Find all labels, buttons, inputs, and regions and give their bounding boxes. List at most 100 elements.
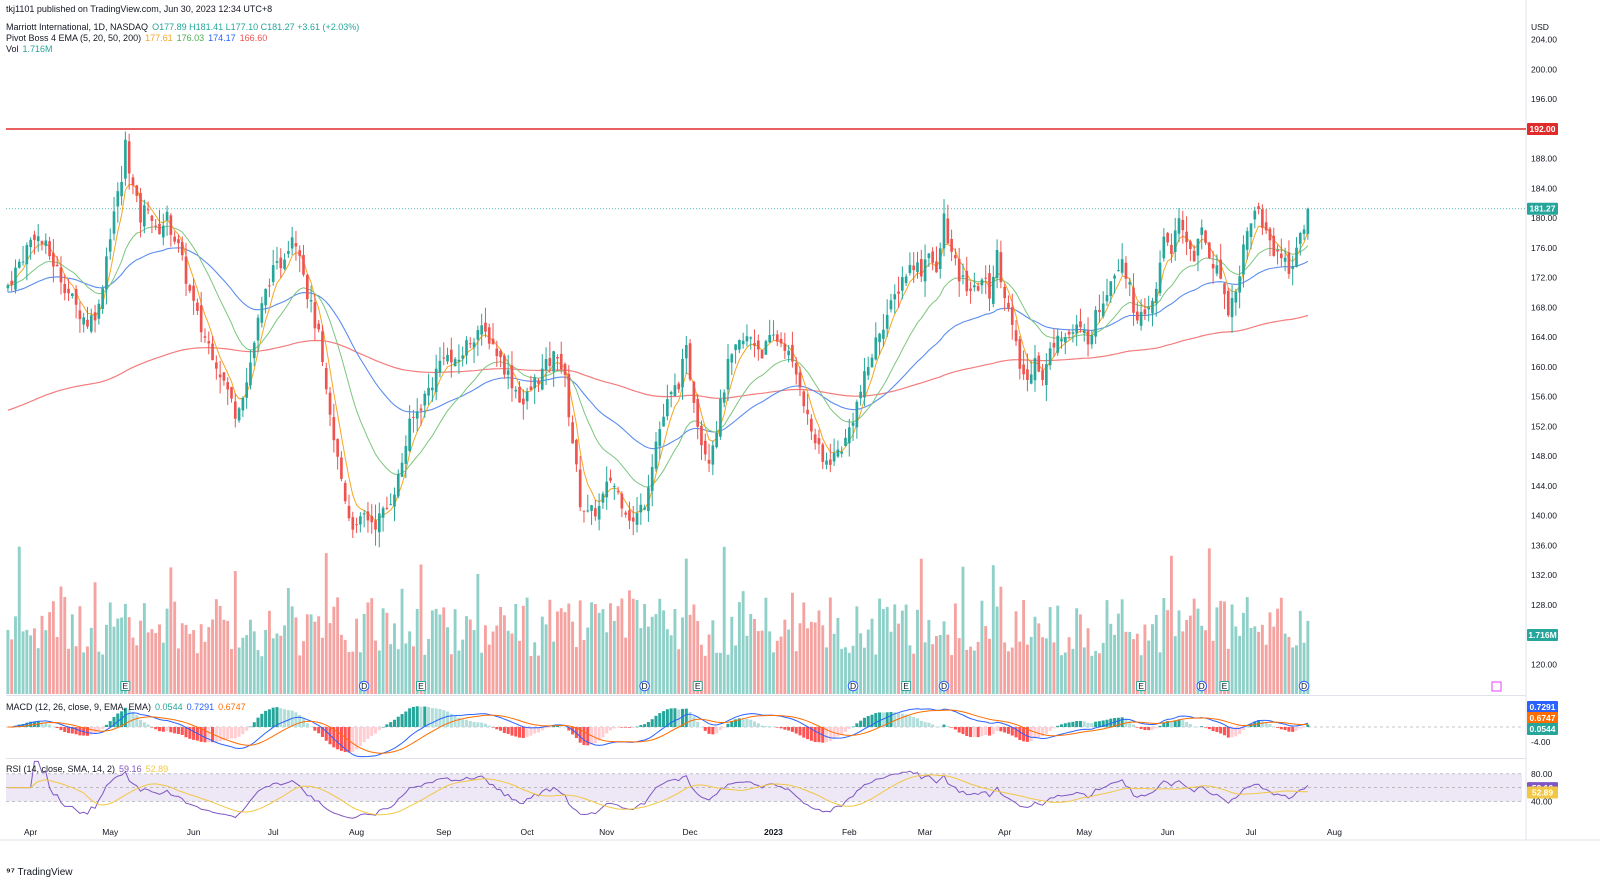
candle[interactable]: [533, 374, 537, 404]
candle[interactable]: [400, 453, 404, 477]
candle[interactable]: [124, 131, 127, 186]
candle[interactable]: [465, 336, 468, 365]
candle[interactable]: [423, 390, 427, 418]
candle[interactable]: [279, 248, 283, 278]
candle[interactable]: [108, 228, 112, 260]
candle[interactable]: [863, 357, 866, 407]
candle[interactable]: [635, 497, 639, 533]
candle[interactable]: [681, 348, 684, 400]
candle[interactable]: [764, 339, 768, 356]
candle[interactable]: [154, 219, 158, 231]
candle[interactable]: [453, 357, 457, 367]
candle[interactable]: [233, 393, 237, 428]
candle[interactable]: [726, 343, 730, 401]
candle[interactable]: [954, 248, 957, 266]
candle[interactable]: [643, 504, 646, 511]
candle[interactable]: [1253, 206, 1257, 229]
candle[interactable]: [696, 393, 700, 440]
candle[interactable]: [1033, 344, 1037, 392]
ema200-line[interactable]: [7, 314, 1309, 411]
candle[interactable]: [48, 236, 51, 261]
candle[interactable]: [6, 283, 10, 293]
candle[interactable]: [230, 386, 233, 403]
candle[interactable]: [1007, 295, 1010, 312]
candle[interactable]: [1287, 240, 1291, 279]
candle[interactable]: [1139, 299, 1143, 331]
candle[interactable]: [916, 251, 919, 279]
candle[interactable]: [628, 501, 631, 530]
candle[interactable]: [1003, 283, 1006, 311]
candle[interactable]: [408, 405, 411, 453]
candle[interactable]: [495, 340, 499, 367]
candle[interactable]: [919, 249, 923, 283]
rsi-line[interactable]: [7, 760, 1309, 819]
candle[interactable]: [139, 187, 142, 238]
candle[interactable]: [878, 332, 881, 355]
candle[interactable]: [324, 362, 328, 395]
earnings-marker[interactable]: [416, 681, 427, 691]
candle[interactable]: [1192, 245, 1196, 262]
candle[interactable]: [1067, 329, 1071, 340]
candle[interactable]: [355, 517, 358, 534]
candle[interactable]: [290, 226, 294, 255]
candle[interactable]: [321, 325, 324, 367]
candle[interactable]: [275, 246, 279, 270]
candle[interactable]: [192, 278, 195, 315]
candle[interactable]: [1132, 273, 1135, 326]
candle[interactable]: [241, 396, 245, 418]
candle[interactable]: [650, 454, 654, 507]
candle[interactable]: [1219, 243, 1223, 280]
candle[interactable]: [1162, 228, 1166, 262]
candle[interactable]: [1272, 227, 1276, 257]
candle[interactable]: [1302, 224, 1306, 241]
candle[interactable]: [332, 403, 336, 453]
candle[interactable]: [1249, 223, 1253, 250]
candle[interactable]: [1204, 229, 1207, 245]
candle[interactable]: [199, 291, 203, 343]
candle[interactable]: [802, 389, 806, 414]
candle[interactable]: [1158, 250, 1162, 297]
candle[interactable]: [597, 493, 601, 531]
candle[interactable]: [404, 435, 408, 479]
candle[interactable]: [82, 312, 86, 333]
candle[interactable]: [271, 249, 275, 286]
candle[interactable]: [74, 285, 78, 319]
candle[interactable]: [969, 281, 972, 304]
candle[interactable]: [36, 223, 40, 252]
candle[interactable]: [105, 247, 108, 305]
candle[interactable]: [847, 418, 851, 457]
candle[interactable]: [1060, 331, 1063, 349]
dividend-marker[interactable]: [358, 680, 370, 692]
candle[interactable]: [1109, 281, 1113, 304]
candle[interactable]: [127, 133, 131, 190]
candle[interactable]: [537, 378, 540, 393]
candle[interactable]: [1291, 255, 1295, 286]
candle[interactable]: [184, 243, 188, 296]
candle[interactable]: [980, 277, 984, 295]
candle[interactable]: [1071, 324, 1075, 343]
candle[interactable]: [715, 420, 718, 449]
candle[interactable]: [1238, 265, 1241, 309]
candle[interactable]: [67, 279, 70, 301]
candle[interactable]: [218, 360, 222, 394]
candle[interactable]: [44, 233, 48, 254]
candle[interactable]: [359, 512, 362, 533]
candle[interactable]: [559, 341, 563, 374]
candle[interactable]: [798, 366, 802, 396]
candle[interactable]: [1280, 238, 1283, 267]
candle[interactable]: [514, 386, 518, 399]
candle[interactable]: [370, 504, 374, 534]
candle[interactable]: [317, 319, 321, 333]
candle[interactable]: [1196, 238, 1200, 272]
candle[interactable]: [620, 491, 624, 518]
candle[interactable]: [302, 245, 305, 277]
candle[interactable]: [1094, 306, 1097, 344]
candle[interactable]: [700, 420, 703, 461]
dividend-marker[interactable]: [1298, 680, 1310, 692]
candle[interactable]: [1048, 342, 1052, 370]
candle[interactable]: [1101, 291, 1105, 319]
candle[interactable]: [237, 406, 241, 423]
candle[interactable]: [351, 511, 355, 538]
candle[interactable]: [343, 480, 347, 504]
